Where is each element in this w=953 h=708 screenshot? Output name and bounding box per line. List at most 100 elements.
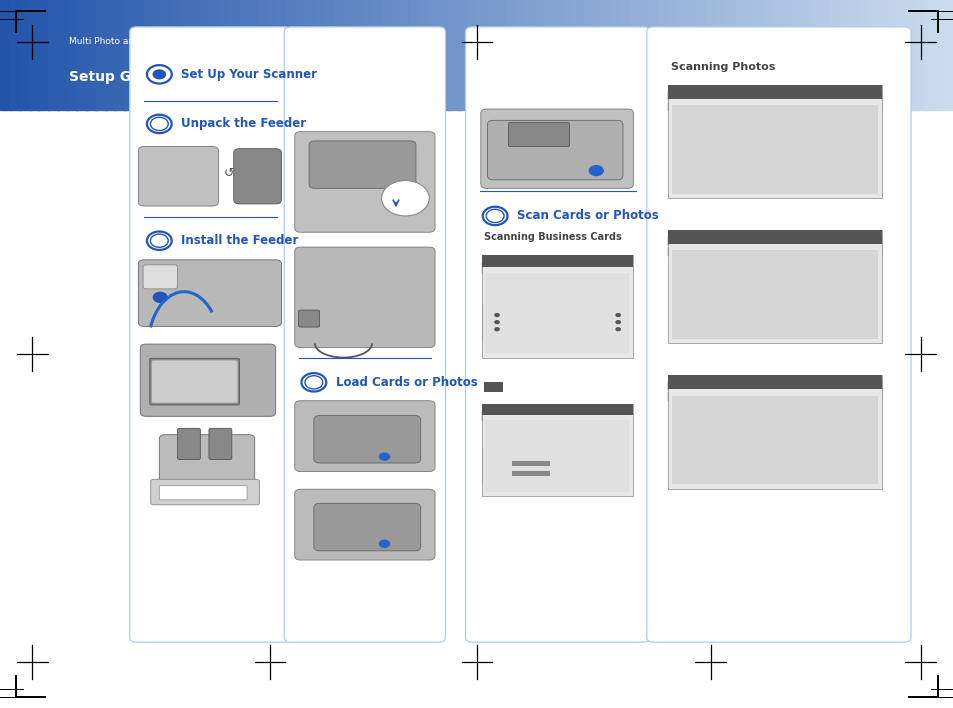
Bar [801, 0, 812, 110]
Bar [671, 105, 877, 194]
Text: ↺: ↺ [224, 167, 234, 180]
Bar [934, 0, 945, 110]
FancyBboxPatch shape [159, 435, 254, 496]
FancyBboxPatch shape [294, 132, 435, 232]
FancyBboxPatch shape [480, 109, 633, 188]
Bar [76, 0, 88, 110]
Bar [429, 0, 440, 110]
Bar [753, 0, 764, 110]
Bar [667, 0, 679, 110]
Bar [10, 0, 21, 110]
Bar [143, 0, 154, 110]
Text: Multi Photo and Business Card Feeder: Multi Photo and Business Card Feeder [69, 38, 240, 46]
Circle shape [615, 327, 620, 331]
FancyBboxPatch shape [138, 147, 218, 206]
FancyBboxPatch shape [667, 236, 882, 246]
Bar [667, 375, 882, 389]
Bar [924, 0, 936, 110]
Bar [162, 0, 173, 110]
Bar [400, 0, 412, 110]
Circle shape [301, 373, 326, 392]
Bar [295, 0, 307, 110]
Bar [696, 0, 707, 110]
Bar [610, 0, 621, 110]
FancyBboxPatch shape [140, 344, 275, 416]
FancyBboxPatch shape [177, 428, 200, 459]
Bar [572, 0, 583, 110]
Bar [905, 0, 917, 110]
FancyBboxPatch shape [209, 428, 232, 459]
Circle shape [381, 181, 429, 216]
FancyBboxPatch shape [138, 260, 281, 326]
Bar [410, 0, 421, 110]
FancyBboxPatch shape [487, 120, 622, 180]
FancyBboxPatch shape [603, 303, 632, 343]
Bar [481, 404, 632, 415]
Bar [619, 0, 631, 110]
Bar [286, 0, 297, 110]
Bar [524, 0, 536, 110]
FancyBboxPatch shape [151, 479, 259, 505]
FancyBboxPatch shape [603, 447, 632, 484]
Bar [677, 0, 688, 110]
Bar [791, 0, 802, 110]
Bar [867, 0, 879, 110]
FancyBboxPatch shape [152, 360, 237, 403]
Bar [481, 255, 632, 358]
Bar [671, 251, 877, 339]
FancyBboxPatch shape [670, 414, 726, 483]
Bar [381, 0, 393, 110]
Bar [591, 0, 602, 110]
FancyBboxPatch shape [670, 414, 879, 483]
Bar [671, 396, 877, 484]
Bar [734, 0, 745, 110]
Bar [705, 0, 717, 110]
Circle shape [615, 313, 620, 317]
FancyBboxPatch shape [670, 124, 879, 193]
Bar [534, 0, 545, 110]
Bar [658, 0, 669, 110]
Bar [324, 0, 335, 110]
Bar [267, 0, 278, 110]
FancyBboxPatch shape [298, 310, 319, 327]
FancyBboxPatch shape [294, 401, 435, 472]
FancyBboxPatch shape [667, 247, 882, 256]
FancyBboxPatch shape [284, 27, 445, 642]
Circle shape [494, 320, 499, 324]
Bar [600, 0, 612, 110]
FancyBboxPatch shape [309, 141, 416, 188]
Bar [19, 0, 30, 110]
FancyBboxPatch shape [465, 27, 650, 642]
Bar [667, 230, 882, 343]
Bar [29, 0, 40, 110]
Bar [343, 0, 355, 110]
FancyBboxPatch shape [508, 434, 607, 490]
Bar [743, 0, 755, 110]
Bar [848, 0, 860, 110]
Bar [820, 0, 831, 110]
FancyBboxPatch shape [729, 269, 879, 338]
Bar [248, 0, 259, 110]
FancyBboxPatch shape [314, 416, 420, 463]
Bar [48, 0, 59, 110]
Circle shape [152, 292, 168, 303]
FancyBboxPatch shape [481, 411, 632, 421]
FancyBboxPatch shape [233, 149, 281, 204]
Bar [353, 0, 364, 110]
Text: Load Cards or Photos: Load Cards or Photos [335, 376, 477, 389]
Bar [512, 461, 550, 466]
Bar [829, 0, 841, 110]
Bar [810, 0, 821, 110]
Bar [448, 0, 459, 110]
Bar [257, 0, 269, 110]
Bar [372, 0, 383, 110]
Bar [512, 471, 550, 476]
Bar [484, 273, 629, 353]
Bar [114, 0, 126, 110]
FancyBboxPatch shape [130, 27, 291, 642]
Bar [238, 0, 250, 110]
Bar [152, 0, 164, 110]
Bar [305, 0, 316, 110]
FancyBboxPatch shape [667, 91, 882, 101]
FancyBboxPatch shape [667, 392, 882, 401]
